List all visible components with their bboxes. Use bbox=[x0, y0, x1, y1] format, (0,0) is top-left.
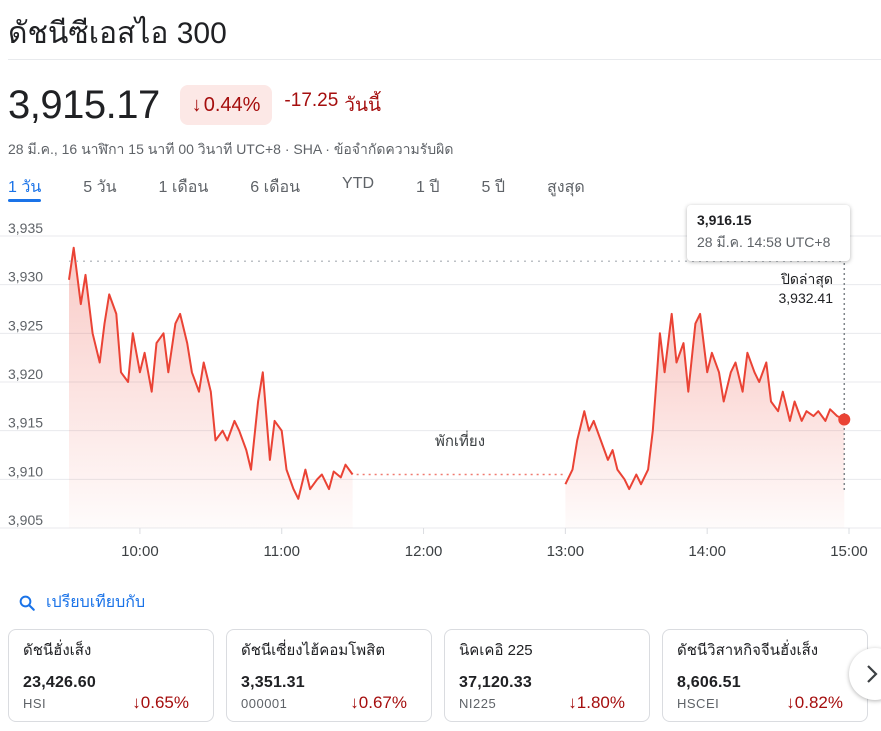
tab-6m[interactable]: 6 เดือน bbox=[250, 179, 301, 196]
y-tick-label: 3,905 bbox=[8, 512, 43, 528]
price-area-morning bbox=[69, 247, 353, 528]
tab-5y[interactable]: 5 ปี bbox=[481, 179, 506, 196]
index-value: 23,426.60 bbox=[23, 674, 96, 691]
index-card[interactable]: ดัชนีเซี่ยงไฮ้คอมโพสิต 3,351.31 000001 ↓… bbox=[226, 629, 432, 722]
tab-1y[interactable]: 1 ปี bbox=[416, 179, 440, 196]
chevron-right-icon bbox=[867, 665, 878, 683]
index-change-value: 0.67% bbox=[358, 693, 407, 712]
divider bbox=[8, 59, 881, 60]
search-icon bbox=[19, 595, 35, 611]
y-tick-label: 3,915 bbox=[8, 415, 43, 431]
change-percent: 0.44% bbox=[203, 93, 261, 116]
index-name: ดัชนีวิสาหกิจจีนฮั่งเส็ง bbox=[677, 642, 819, 659]
x-tick-label: 10:00 bbox=[121, 543, 159, 560]
compare-button[interactable]: เปรียบเทียบกับ bbox=[18, 590, 145, 615]
index-value: 3,351.31 bbox=[241, 674, 305, 691]
y-tick-label: 3,935 bbox=[8, 220, 43, 236]
index-name: นิคเคอิ 225 bbox=[459, 642, 533, 659]
index-name: ดัชนีเซี่ยงไฮ้คอมโพสิต bbox=[241, 642, 386, 659]
price-row: 3,915.17 ↓ 0.44% -17.25 วันนี้ bbox=[8, 82, 381, 128]
arrow-down-icon: ↓ bbox=[568, 693, 577, 712]
compare-label: เปรียบเทียบกับ bbox=[46, 594, 146, 611]
change-percent-badge: ↓ 0.44% bbox=[179, 85, 273, 125]
index-card[interactable]: ดัชนีฮั่งเส็ง 23,426.60 HSI ↓0.65% bbox=[8, 629, 214, 722]
index-change: ↓0.82% bbox=[786, 693, 843, 713]
range-tabs: 1 วัน 5 วัน 1 เดือน 6 เดือน YTD 1 ปี 5 ป… bbox=[8, 172, 627, 204]
index-name: ดัชนีฮั่งเส็ง bbox=[23, 642, 92, 659]
price-area-afternoon bbox=[565, 313, 845, 528]
x-tick-label: 11:00 bbox=[264, 543, 300, 560]
arrow-down-icon: ↓ bbox=[350, 693, 359, 712]
page-title: ดัชนีซีเอสไอ 300 bbox=[8, 17, 227, 50]
index-card[interactable]: นิคเคอิ 225 37,120.33 NI225 ↓1.80% bbox=[444, 629, 650, 722]
index-symbol: NI225 bbox=[459, 696, 497, 711]
related-indices: ดัชนีฮั่งเส็ง 23,426.60 HSI ↓0.65% ดัชนี… bbox=[8, 629, 868, 722]
change-absolute-group: -17.25 วันนี้ bbox=[284, 90, 381, 120]
change-absolute: -17.25 bbox=[284, 90, 339, 111]
arrow-down-icon: ↓ bbox=[132, 693, 141, 712]
index-change-value: 1.80% bbox=[576, 693, 625, 712]
index-value: 37,120.33 bbox=[459, 674, 532, 691]
index-change: ↓0.65% bbox=[132, 693, 189, 713]
x-tick-label: 15:00 bbox=[830, 543, 868, 560]
arrow-down-icon: ↓ bbox=[191, 93, 202, 116]
index-change-value: 0.82% bbox=[794, 693, 843, 712]
x-tick-label: 14:00 bbox=[688, 543, 726, 560]
price-chart[interactable]: 3,935 3,930 3,925 3,920 3,915 3,910 3,905 10:00… bbox=[0, 205, 881, 565]
x-tick-label: 13:00 bbox=[547, 543, 585, 560]
index-card[interactable]: ดัชนีวิสาหกิจจีนฮั่งเส็ง 8,606.51 HSCEI … bbox=[662, 629, 868, 722]
tooltip-value: 3,916.15 bbox=[697, 212, 752, 228]
y-tick-label: 3,925 bbox=[8, 317, 43, 333]
tab-max[interactable]: สูงสุด bbox=[547, 179, 585, 196]
index-symbol: HSI bbox=[23, 696, 47, 711]
price-line-afternoon bbox=[564, 312, 845, 491]
index-value: 8,606.51 bbox=[677, 674, 741, 691]
current-point bbox=[838, 413, 851, 426]
index-change: ↓0.67% bbox=[350, 693, 407, 713]
quote-meta: 28 มี.ค., 16 นาฬิกา 15 นาที 00 วินาที UT… bbox=[8, 141, 454, 157]
index-symbol: 000001 bbox=[241, 696, 288, 711]
tab-1m[interactable]: 1 เดือน bbox=[158, 179, 209, 196]
arrow-down-icon: ↓ bbox=[786, 693, 795, 712]
index-change: ↓1.80% bbox=[568, 693, 625, 713]
y-tick-label: 3,910 bbox=[8, 463, 43, 479]
prev-close-label: ปิดล่าสุด bbox=[780, 271, 833, 288]
tab-5d[interactable]: 5 วัน bbox=[83, 179, 117, 196]
lunch-break-label: พักเที่ยง bbox=[435, 430, 485, 450]
price-line-morning bbox=[68, 246, 354, 500]
index-change-value: 0.65% bbox=[140, 693, 189, 712]
x-tick-label: 12:00 bbox=[405, 543, 443, 560]
prev-close-value: 3,932.41 bbox=[779, 290, 834, 306]
tab-ytd[interactable]: YTD bbox=[342, 175, 375, 192]
y-tick-label: 3,930 bbox=[8, 269, 43, 285]
tooltip-time: 28 มี.ค. 14:58 UTC+8 bbox=[697, 234, 831, 250]
chart-tooltip: 3,916.15 28 มี.ค. 14:58 UTC+8 bbox=[687, 205, 850, 261]
tab-1d[interactable]: 1 วัน bbox=[8, 172, 42, 204]
index-symbol: HSCEI bbox=[677, 696, 720, 711]
y-tick-label: 3,920 bbox=[8, 366, 43, 382]
change-period: วันนี้ bbox=[344, 95, 381, 116]
current-price: 3,915.17 bbox=[8, 82, 160, 127]
